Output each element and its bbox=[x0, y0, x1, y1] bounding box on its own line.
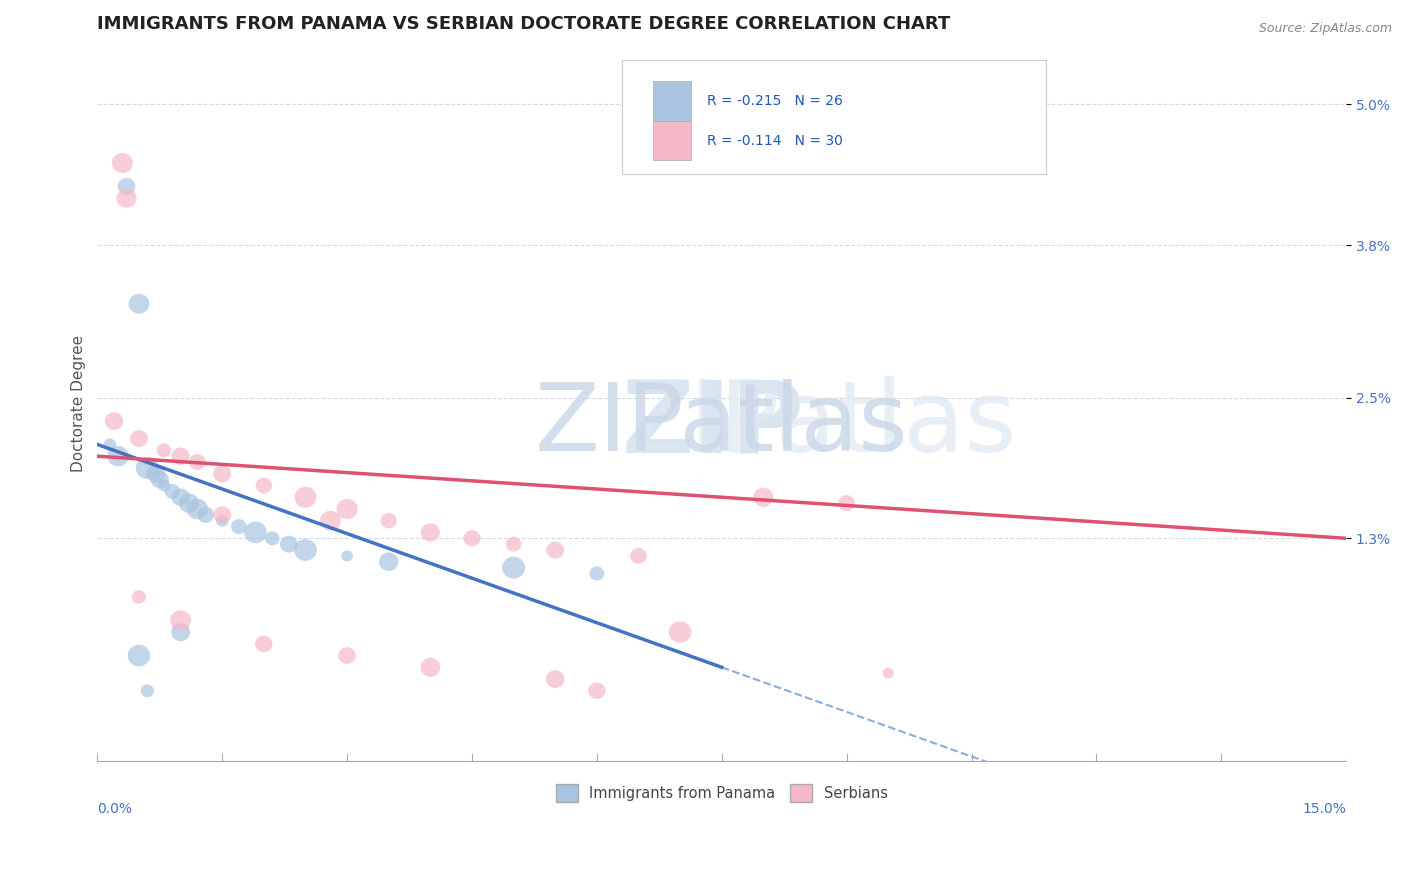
Ellipse shape bbox=[245, 522, 267, 543]
Ellipse shape bbox=[136, 457, 159, 479]
Ellipse shape bbox=[118, 178, 135, 194]
Ellipse shape bbox=[754, 488, 773, 507]
Ellipse shape bbox=[883, 668, 894, 679]
Ellipse shape bbox=[188, 454, 205, 470]
Y-axis label: Doctorate Degree: Doctorate Degree bbox=[72, 334, 86, 472]
Ellipse shape bbox=[129, 430, 148, 447]
Ellipse shape bbox=[146, 465, 165, 483]
Ellipse shape bbox=[187, 499, 208, 519]
Ellipse shape bbox=[104, 412, 124, 430]
Ellipse shape bbox=[165, 484, 180, 499]
Ellipse shape bbox=[506, 537, 522, 551]
Text: R = -0.215   N = 26: R = -0.215 N = 26 bbox=[707, 95, 842, 109]
Ellipse shape bbox=[336, 499, 357, 519]
Ellipse shape bbox=[630, 548, 647, 564]
Text: Source: ZipAtlas.com: Source: ZipAtlas.com bbox=[1258, 22, 1392, 36]
Ellipse shape bbox=[295, 487, 316, 508]
Ellipse shape bbox=[342, 550, 353, 561]
Ellipse shape bbox=[214, 465, 231, 483]
Legend: Immigrants from Panama, Serbians: Immigrants from Panama, Serbians bbox=[550, 778, 893, 807]
Ellipse shape bbox=[157, 480, 170, 491]
Text: R = -0.114   N = 30: R = -0.114 N = 30 bbox=[707, 134, 842, 148]
Ellipse shape bbox=[128, 293, 149, 314]
Ellipse shape bbox=[128, 645, 150, 666]
Ellipse shape bbox=[339, 648, 356, 664]
Ellipse shape bbox=[321, 511, 340, 531]
Ellipse shape bbox=[669, 622, 692, 643]
Text: ZIPatlas: ZIPatlas bbox=[534, 379, 908, 471]
Ellipse shape bbox=[381, 513, 396, 528]
Text: 15.0%: 15.0% bbox=[1302, 802, 1346, 816]
Ellipse shape bbox=[280, 536, 298, 553]
Ellipse shape bbox=[546, 670, 565, 688]
Ellipse shape bbox=[112, 153, 132, 173]
Ellipse shape bbox=[141, 684, 155, 698]
Text: ZIP: ZIP bbox=[621, 376, 804, 474]
FancyBboxPatch shape bbox=[652, 120, 690, 161]
Ellipse shape bbox=[420, 524, 440, 541]
Ellipse shape bbox=[107, 446, 129, 467]
Ellipse shape bbox=[588, 682, 606, 699]
Text: IMMIGRANTS FROM PANAMA VS SERBIAN DOCTORATE DEGREE CORRELATION CHART: IMMIGRANTS FROM PANAMA VS SERBIAN DOCTOR… bbox=[97, 15, 950, 33]
FancyBboxPatch shape bbox=[652, 81, 690, 120]
Ellipse shape bbox=[172, 624, 190, 641]
Text: ZIPatlas: ZIPatlas bbox=[621, 376, 1018, 474]
Ellipse shape bbox=[117, 188, 136, 208]
FancyBboxPatch shape bbox=[621, 60, 1046, 175]
Ellipse shape bbox=[294, 539, 316, 561]
Ellipse shape bbox=[502, 557, 524, 579]
Ellipse shape bbox=[172, 448, 190, 465]
Ellipse shape bbox=[132, 591, 146, 604]
Ellipse shape bbox=[197, 507, 214, 523]
Ellipse shape bbox=[380, 552, 398, 571]
Ellipse shape bbox=[264, 532, 280, 545]
Ellipse shape bbox=[156, 443, 172, 458]
Ellipse shape bbox=[170, 610, 191, 631]
Ellipse shape bbox=[547, 541, 564, 558]
Ellipse shape bbox=[231, 519, 246, 534]
Ellipse shape bbox=[172, 489, 190, 506]
Ellipse shape bbox=[179, 493, 200, 513]
Ellipse shape bbox=[256, 477, 273, 493]
Ellipse shape bbox=[589, 566, 605, 581]
Text: 0.0%: 0.0% bbox=[97, 802, 132, 816]
Ellipse shape bbox=[420, 658, 440, 677]
Ellipse shape bbox=[214, 507, 231, 524]
Ellipse shape bbox=[464, 530, 481, 547]
Ellipse shape bbox=[104, 439, 117, 450]
Ellipse shape bbox=[217, 515, 228, 526]
Ellipse shape bbox=[838, 495, 855, 511]
Ellipse shape bbox=[150, 471, 169, 489]
Ellipse shape bbox=[254, 636, 273, 652]
